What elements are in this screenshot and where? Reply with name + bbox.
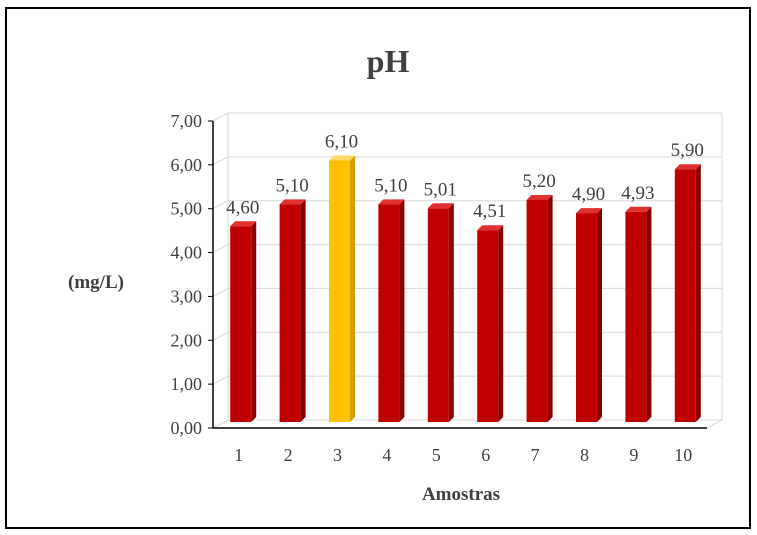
- bar-top: [378, 199, 405, 205]
- bar-top: [576, 208, 602, 214]
- data-label: 5,20: [522, 171, 555, 192]
- y-tick-label: 1,00: [171, 374, 203, 394]
- bar: [378, 204, 400, 422]
- bar-side: [695, 164, 701, 422]
- x-axis-title: Amostras: [422, 484, 500, 505]
- gridline-side: [212, 375, 229, 385]
- y-tick-label: 6,00: [171, 155, 203, 175]
- y-tick-label: 0,00: [171, 418, 203, 438]
- bar-side: [251, 221, 257, 422]
- data-label: 4,60: [226, 197, 259, 218]
- chart-title: pH: [367, 43, 410, 79]
- bar: [279, 204, 301, 422]
- bar-side: [300, 199, 306, 422]
- x-tick-label: 9: [629, 445, 638, 465]
- x-tick-label: 6: [481, 445, 490, 465]
- bar-top: [279, 199, 306, 205]
- bar: [526, 199, 548, 422]
- floor-right-edge: [706, 419, 723, 429]
- bar-top: [477, 225, 504, 231]
- plot-area: 0,00 1,00 2,00 3,00 4,00 5,00 6,00 7,00 4,60 1 5,1…: [171, 111, 723, 465]
- bar-side: [399, 199, 405, 422]
- bar: [329, 160, 350, 422]
- data-label: 5,01: [424, 179, 457, 200]
- x-tick-label: 7: [531, 445, 540, 465]
- gridline-side: [212, 244, 229, 254]
- bar-side: [350, 155, 355, 422]
- x-tick-label: 10: [674, 445, 692, 465]
- bar-side: [498, 225, 504, 422]
- bar-side: [448, 203, 454, 422]
- data-label: 4,93: [621, 183, 654, 204]
- x-tick-label: 4: [382, 445, 391, 465]
- gridline-side: [212, 331, 229, 341]
- bar-top: [526, 194, 553, 200]
- y-axis-title: (mg/L): [68, 272, 124, 293]
- gridline-side: [212, 419, 229, 429]
- bar-side: [547, 194, 553, 422]
- x-tick-label: 5: [432, 445, 441, 465]
- y-tick-label: 2,00: [171, 330, 203, 350]
- bar: [674, 169, 696, 422]
- bar: [576, 213, 597, 422]
- y-tick-label: 4,00: [171, 243, 203, 263]
- bar-top: [625, 206, 652, 212]
- data-label: 4,51: [473, 201, 506, 222]
- bar-top: [674, 164, 701, 170]
- gridline-side: [212, 112, 229, 122]
- bar-top: [230, 221, 257, 227]
- x-tick-label: 3: [333, 445, 342, 465]
- bar: [625, 211, 647, 422]
- y-tick-label: 7,00: [171, 111, 203, 131]
- bar-side: [597, 208, 602, 422]
- bar: [230, 226, 252, 422]
- x-tick-label: 2: [284, 445, 293, 465]
- data-label: 4,90: [572, 184, 605, 205]
- bar: [427, 208, 449, 422]
- y-tick-label: 5,00: [171, 199, 203, 219]
- gridline-side: [212, 156, 229, 166]
- bar-top: [329, 155, 355, 161]
- data-label: 6,10: [325, 131, 358, 152]
- data-label: 5,90: [671, 140, 704, 161]
- y-tick-label: 3,00: [171, 286, 203, 306]
- data-label: 5,10: [275, 175, 308, 196]
- x-tick-label: 8: [580, 445, 589, 465]
- gridline-side: [212, 287, 229, 297]
- bar: [477, 230, 499, 422]
- bar-top: [427, 203, 454, 209]
- x-tick-label: 1: [234, 445, 243, 465]
- data-label: 5,10: [374, 175, 407, 196]
- gridline-side: [212, 200, 229, 210]
- bar-side: [646, 206, 652, 422]
